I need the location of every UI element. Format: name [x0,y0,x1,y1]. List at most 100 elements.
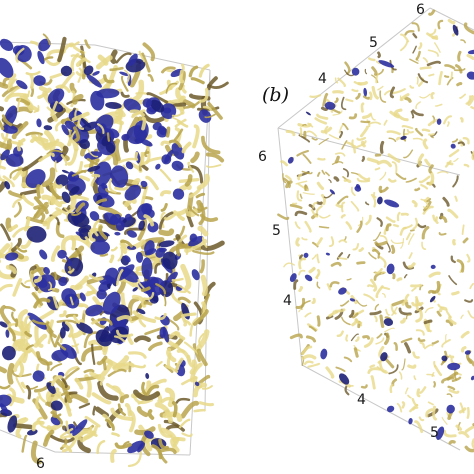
panel-a-vortex-sheet [144,430,154,439]
panel-a-vortex-sheet [43,267,50,275]
panel-b-vortex-tube [306,130,318,137]
panel-b-vortex-tube [351,312,359,319]
panel-a-vortex-sheet [5,252,19,261]
panel-a-vortex-tube [109,49,118,64]
panel-a-vortex-tube [146,92,169,104]
panel-b-vortex-tube [362,335,370,340]
panel-b-vortex-tube [340,300,350,307]
panel-b-vortex-tube [438,306,448,313]
panel-a-vortex-structures [0,33,229,468]
panel-b-vortex-sheet [446,404,455,414]
panel-a-vortex-tube [13,201,22,218]
panel-b-vortex-tube [459,93,466,99]
panel-a-vortex-tube [67,137,73,147]
panel-b-vortex-tube [364,68,368,75]
panel-b-vortex-tube [362,95,371,100]
panel-a-vortex-tube [164,387,176,408]
panel-b-vortex-tube [351,88,359,93]
panel-b-vortex-tube [370,193,377,208]
panel-b-vortex-tube [295,180,308,185]
panel-a-vortex-tube [117,116,123,133]
panel-b-vortex-tube [293,279,299,290]
panel-b-vortex-tube [354,140,367,149]
panel-b-vortex-tube [374,240,388,247]
panel-b-vortex-tube [416,388,421,398]
panel-a-vortex-tube [47,107,66,123]
panel-b-vortex-tube [298,257,307,270]
panel-b-vortex-sheet [450,143,456,149]
panel-b-vortex-tube [348,384,354,388]
panel-b-vortex-tube [344,69,354,77]
panel-a-vortex-tube [137,278,145,289]
panel-a-vortex-tube [56,341,67,351]
panel-b-vortex-tube [350,333,359,342]
panel-b-vortex-tube [405,232,412,241]
panel-a-vortex-sheet [83,65,94,76]
panel-b-vortex-tube [348,309,355,318]
panel-b-vortex-tube [384,327,395,333]
panel-b-vortex-tube [415,50,421,61]
panel-b-vortex-tube [334,155,340,164]
panel-b-vortex-tube [391,306,398,316]
panel-b-vortex-tube [460,39,466,44]
panel-a-vortex-tube [132,394,153,405]
panel-a-vortex-tube [67,148,78,166]
panel-b-vortex-tube [423,319,433,325]
panel-b-vortex-tube [336,195,349,205]
panel-b-vortex-tube [303,360,314,365]
panel-b-vortex-tube [415,101,421,110]
panel-b-vortex-tube [334,97,339,104]
panel-b-vortex-tube [316,281,321,289]
panel-a-vortex-tube [187,164,204,184]
panel-b-vortex-tube [390,244,396,254]
panel-a-vortex-tube [33,275,43,284]
panel-a-vortex-tube [0,158,6,182]
panel-b-vortex-tube [320,193,327,206]
panel-a-vortex-tube [188,205,200,217]
panel-a-vortex-tube [52,182,63,189]
panel-a-vortex-tube [7,362,15,385]
panel-a-vortex-sheet [103,232,110,237]
panel-a-vortex-tube [33,105,40,114]
panel-a-vortex-tube [178,70,186,91]
panel-b-vortex-tube [410,110,415,119]
panel-b-vortex-tube [373,231,382,242]
panel-b-vortex-tube [450,255,456,264]
panel-a-vortex-sheet [67,171,75,182]
panel-a-vortex-tube [62,205,72,212]
panel-a-vortex-tube [187,161,195,173]
panel-a-vortex-tube [128,351,147,359]
panel-a-vortex-tube [138,301,153,310]
panel-a-vortex-tube [166,352,172,370]
panel-a-vortex-tube [24,315,31,333]
panel-a-vortex-sheet [123,98,141,113]
panel-a-vortex-tube [97,380,119,401]
panel-a-vortex-tube [16,97,31,106]
panel-b-vortex-sheet [452,24,459,36]
panel-a-vortex-sheet [115,220,125,232]
panel-b-vortex-tube [378,256,387,268]
panel-b-vortex-tube [302,123,307,127]
panel-b-vortex-tube [423,196,430,203]
panel-a-vortex-tube [177,296,191,304]
panel-b-vortex-tube [312,201,318,209]
panel-a-vortex-tube [140,286,151,292]
panel-b-vortex-tube [346,141,356,154]
panel-a-vortex-tube [42,429,55,447]
panel-b-left-tick-6: 6 [258,149,267,165]
panel-a-vortex-tube [87,147,99,158]
panel-b-vortex-tube [454,68,466,72]
panel-b-vortex-tube [344,385,350,396]
panel-b-vortex-tube [384,332,390,345]
panel-a-vortex-sheet [5,153,24,167]
panel-a-vortex-sheet [114,231,121,236]
panel-a-vortex-tube [34,325,44,348]
panel-a-bounding-box [0,41,211,456]
panel-b-vortex-tube [328,179,332,184]
panel-a-vortex-sheet [5,329,10,338]
panel-a-vortex-tube [154,312,167,321]
panel-a-vortex-tube [91,317,106,329]
panel-a-vortex-tube [75,57,87,68]
panel-a-vortex-tube [147,409,155,420]
